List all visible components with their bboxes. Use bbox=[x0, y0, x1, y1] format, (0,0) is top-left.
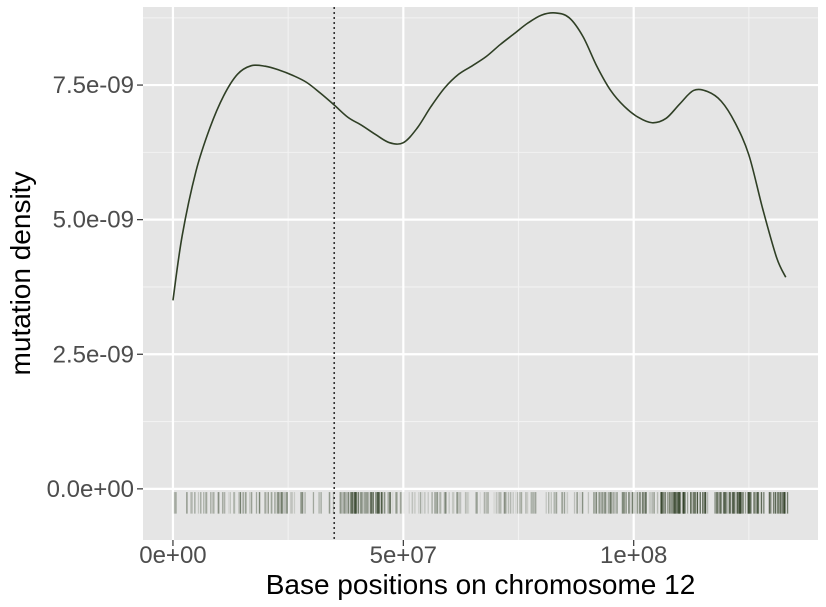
x-axis-title: Base positions on chromosome 12 bbox=[266, 569, 696, 600]
y-tick-label: 5.0e-09 bbox=[53, 207, 134, 234]
x-tick-label: 1e+08 bbox=[600, 542, 667, 569]
y-axis-ticks: 0.0e+00 2.5e-09 5.0e-09 7.5e-09 bbox=[47, 72, 143, 503]
x-tick-label: 5e+07 bbox=[370, 542, 437, 569]
x-axis-ticks: 0e+00 5e+07 1e+08 bbox=[139, 540, 667, 569]
mutation-rug bbox=[173, 492, 789, 514]
y-tick-label: 0.0e+00 bbox=[47, 476, 134, 503]
minor-gridlines bbox=[143, 7, 818, 540]
density-line bbox=[172, 12, 787, 301]
y-tick-label: 2.5e-09 bbox=[53, 341, 134, 368]
plot-panel bbox=[143, 7, 818, 540]
y-axis-title: mutation density bbox=[5, 172, 36, 376]
y-tick-label: 7.5e-09 bbox=[53, 72, 134, 99]
major-gridlines bbox=[143, 7, 818, 540]
x-tick-label: 0e+00 bbox=[139, 542, 206, 569]
